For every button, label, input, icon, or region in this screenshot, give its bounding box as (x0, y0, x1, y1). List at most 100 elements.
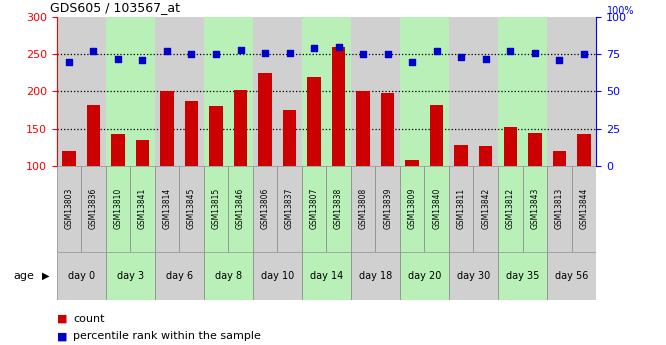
Point (529, 50, 540, 56)
Bar (62, 151, 76, 166)
Text: GSM13806: GSM13806 (260, 188, 270, 229)
Text: GSM13811: GSM13811 (457, 188, 466, 229)
Text: GSM13837: GSM13837 (285, 188, 294, 229)
Point (382, 51, 393, 57)
Point (579, 51, 589, 57)
Text: day 6: day 6 (166, 271, 192, 281)
Bar (57, 252, 106, 300)
Bar (111, 134, 125, 166)
Point (113, 56, 123, 61)
Text: 100%: 100% (607, 6, 634, 16)
Bar (449, 252, 498, 300)
Bar (326, 166, 351, 252)
Bar (204, 17, 253, 166)
Bar (479, 146, 492, 166)
Text: day 56: day 56 (555, 271, 588, 281)
Bar (400, 252, 449, 300)
Text: day 8: day 8 (214, 271, 242, 281)
Bar (184, 101, 198, 166)
Point (162, 49, 172, 54)
Bar (253, 17, 302, 166)
Text: percentile rank within the sample: percentile rank within the sample (73, 332, 261, 341)
Point (88, 49, 99, 54)
Text: count: count (73, 314, 105, 324)
Text: day 18: day 18 (359, 271, 392, 281)
Bar (406, 160, 419, 166)
Bar (106, 166, 130, 252)
Point (505, 49, 515, 54)
Text: day 3: day 3 (117, 271, 144, 281)
Text: GSM13843: GSM13843 (530, 188, 539, 229)
Bar (155, 252, 204, 300)
Point (480, 56, 491, 61)
Point (235, 47, 246, 53)
Bar (253, 252, 302, 300)
Text: GSM13807: GSM13807 (310, 188, 318, 229)
Point (333, 44, 344, 50)
Bar (57, 166, 81, 252)
Text: day 0: day 0 (67, 271, 95, 281)
Bar (204, 252, 253, 300)
Bar (283, 110, 296, 166)
Bar (179, 166, 204, 252)
Bar (424, 166, 449, 252)
Bar (351, 252, 400, 300)
Bar (253, 166, 277, 252)
Text: GSM13846: GSM13846 (236, 188, 245, 229)
Text: GSM13813: GSM13813 (555, 188, 564, 229)
Point (284, 50, 295, 56)
Text: day 10: day 10 (260, 271, 294, 281)
Bar (498, 17, 547, 166)
Bar (528, 133, 541, 166)
Point (137, 58, 148, 63)
Text: GSM13815: GSM13815 (212, 188, 220, 229)
Bar (204, 166, 228, 252)
Text: day 14: day 14 (310, 271, 343, 281)
Bar (155, 166, 179, 252)
Text: GSM13810: GSM13810 (113, 188, 123, 229)
Bar (498, 166, 523, 252)
Point (186, 51, 197, 57)
Bar (106, 252, 155, 300)
Text: GSM13836: GSM13836 (89, 188, 98, 229)
Text: ▶: ▶ (42, 271, 49, 281)
Bar (234, 90, 247, 166)
Bar (400, 17, 449, 166)
Text: GSM13842: GSM13842 (482, 188, 490, 229)
Bar (503, 127, 517, 166)
Point (456, 55, 466, 60)
Text: age: age (13, 271, 34, 281)
Bar (106, 17, 155, 166)
Bar (136, 140, 149, 166)
Text: day 20: day 20 (408, 271, 441, 281)
Bar (449, 17, 498, 166)
Bar (351, 17, 400, 166)
Text: GSM13808: GSM13808 (358, 188, 368, 229)
Text: day 30: day 30 (457, 271, 490, 281)
Text: GSM13840: GSM13840 (432, 188, 441, 229)
Point (210, 51, 221, 57)
Bar (400, 166, 424, 252)
Bar (547, 166, 571, 252)
Text: GSM13839: GSM13839 (383, 188, 392, 229)
Bar (228, 166, 253, 252)
Text: GDS605 / 103567_at: GDS605 / 103567_at (50, 1, 180, 14)
Point (554, 58, 565, 63)
Bar (161, 91, 174, 166)
Bar (356, 91, 370, 166)
Text: GSM13844: GSM13844 (579, 188, 588, 229)
Bar (277, 166, 302, 252)
Bar (430, 105, 444, 166)
Bar (449, 166, 474, 252)
Point (407, 59, 418, 65)
Bar (381, 93, 394, 166)
Bar (571, 166, 596, 252)
Point (63, 59, 74, 65)
Bar (547, 252, 596, 300)
Bar (302, 252, 351, 300)
Bar (523, 166, 547, 252)
Bar (302, 166, 326, 252)
Text: GSM13845: GSM13845 (187, 188, 196, 229)
Text: GSM13838: GSM13838 (334, 188, 343, 229)
Bar (258, 73, 272, 166)
